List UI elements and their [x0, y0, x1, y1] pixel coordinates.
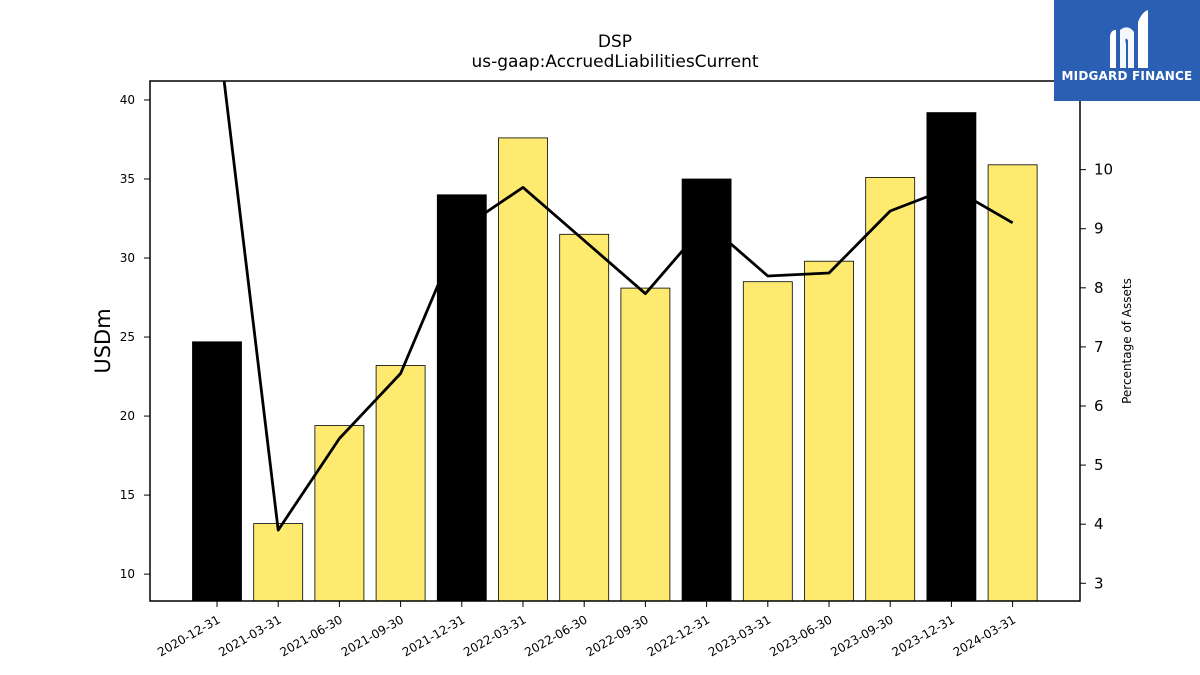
x-tick-label: 2023-03-31: [706, 612, 773, 659]
y2-tick-label: 4: [1094, 515, 1104, 533]
x-tick-label: 2024-03-31: [951, 612, 1018, 659]
y-tick-label: 10: [120, 567, 135, 581]
chart-subtitle: us-gaap:AccruedLiabilitiesCurrent: [471, 52, 759, 72]
bar-2024-03-31: [987, 164, 1038, 602]
bar-2023-06-30: [804, 260, 854, 602]
bar-2021-09-30: [375, 365, 426, 602]
bar-series: [192, 112, 1038, 602]
chart-title: DSP: [597, 32, 633, 52]
bar-2022-03-31: [498, 137, 548, 602]
x-tick-label: 2021-09-30: [339, 612, 406, 659]
y-tick-label: 40: [120, 93, 135, 107]
y-tick-label: 20: [120, 409, 135, 423]
y2-tick-label: 7: [1094, 338, 1104, 356]
right-axis: 3 4 5 6 7 8 9 10: [1080, 161, 1113, 592]
plot-frame: [149, 80, 1081, 602]
y2-tick-label: 8: [1094, 279, 1104, 297]
y2-tick-label: 10: [1094, 161, 1113, 179]
bar-2022-09-30: [620, 287, 671, 602]
bar-2022-12-31: [681, 178, 732, 602]
x-tick-label: 2020-12-31: [155, 612, 222, 659]
line-series: [222, 81, 1014, 532]
line-percentage-of-assets: [222, 81, 1014, 532]
y2-tick-label: 6: [1094, 397, 1104, 415]
x-tick-label: 2022-03-31: [461, 612, 528, 659]
y2-tick-label: 9: [1094, 220, 1104, 238]
logo-text: MIDGARD FINANCE: [1061, 69, 1193, 83]
bar-2021-03-31: [253, 523, 304, 602]
x-tick-label: 2022-09-30: [583, 612, 650, 659]
left-axis: 10 15 20 25 30 35 40: [120, 93, 150, 581]
x-tick-label: 2021-06-30: [277, 612, 344, 659]
x-tick-label: 2023-06-30: [767, 612, 834, 659]
y2-axis-label: Percentage of Assets: [1120, 278, 1134, 404]
y-tick-label: 35: [120, 172, 135, 186]
x-tick-label: 2021-12-31: [400, 612, 467, 659]
bar-2023-12-31: [926, 112, 977, 602]
x-tick-label: 2022-06-30: [522, 612, 589, 659]
bar-2023-09-30: [865, 176, 916, 602]
y-axis-label: USDm: [91, 308, 115, 373]
x-tick-label: 2023-09-30: [828, 612, 895, 659]
x-axis: 2020-12-312021-03-312021-06-302021-09-30…: [155, 601, 1018, 659]
y2-tick-label: 5: [1094, 456, 1104, 474]
bar-2022-06-30: [559, 233, 610, 602]
y-tick-label: 30: [120, 251, 135, 265]
logo-mark-icon: [1110, 10, 1148, 68]
bar-2020-12-31: [192, 341, 242, 602]
x-tick-label: 2023-12-31: [889, 612, 956, 659]
x-tick-label: 2022-12-31: [645, 612, 712, 659]
bar-2021-12-31: [436, 194, 487, 602]
y2-tick-label: 3: [1094, 574, 1104, 592]
y-tick-label: 25: [120, 330, 135, 344]
y-tick-label: 15: [120, 488, 135, 502]
x-tick-label: 2021-03-31: [216, 612, 283, 659]
brand-logo: MIDGARD FINANCE: [1054, 0, 1200, 101]
bar-2023-03-31: [742, 281, 793, 602]
bar-2021-06-30: [314, 425, 365, 602]
